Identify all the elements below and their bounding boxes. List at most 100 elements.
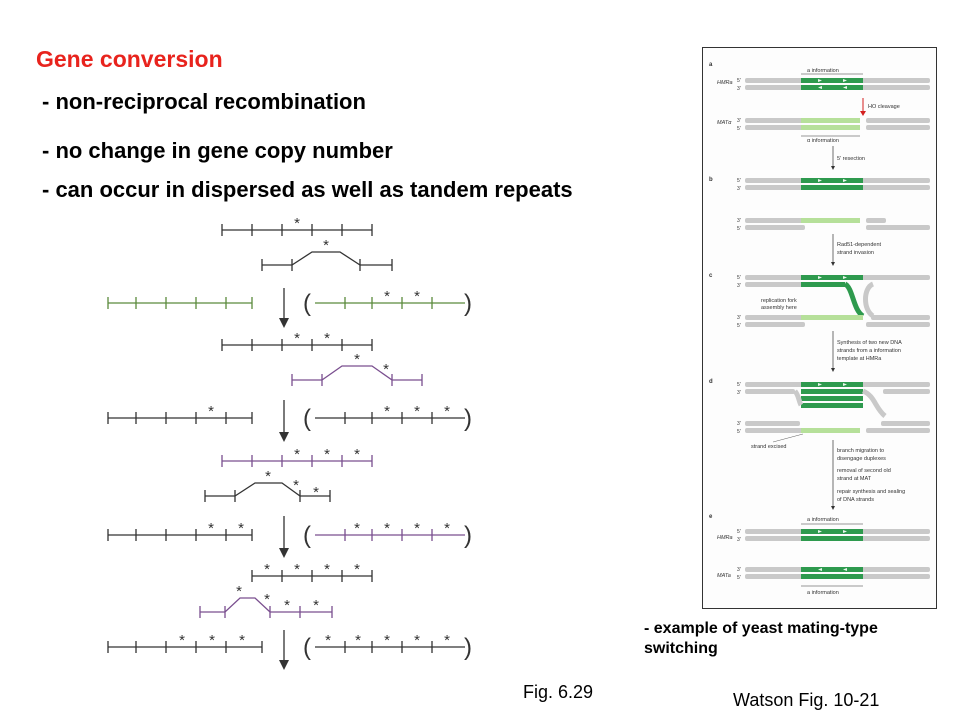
panel-label-e: e [709, 514, 713, 520]
repeat-array-7 [251, 570, 373, 582]
svg-text:3': 3' [737, 86, 741, 92]
svg-text:5': 5' [737, 275, 741, 281]
mark: * [294, 561, 300, 578]
mark: * [354, 561, 360, 578]
bracket-open-2: ( [303, 405, 311, 432]
mark: * [293, 477, 299, 494]
mark: * [313, 597, 319, 614]
mark: * [354, 446, 360, 463]
svg-text:a information: a information [807, 68, 839, 74]
mark: * [264, 561, 270, 578]
svg-text:HMRa: HMRa [717, 535, 733, 541]
bullet-copy-number: - no change in gene copy number [42, 138, 393, 163]
svg-text:strands from a information: strands from a information [837, 348, 901, 354]
svg-text:3': 3' [737, 283, 741, 289]
svg-text:3': 3' [737, 390, 741, 396]
mark: * [354, 351, 360, 368]
mark: * [284, 597, 290, 614]
repeat-array-8-left [107, 641, 263, 653]
mark: * [444, 403, 450, 420]
repeat-array-8-right [315, 641, 465, 653]
svg-text:strand invasion: strand invasion [837, 250, 874, 256]
mark: * [294, 330, 300, 347]
repeat-array-2-left [107, 297, 253, 309]
mark: * [294, 446, 300, 463]
bracket-open-3: ( [303, 522, 311, 549]
figure-reference-right: Watson Fig. 10-21 [733, 690, 880, 710]
mark: * [313, 484, 319, 501]
repeat-array-3 [221, 339, 373, 351]
svg-text:5': 5' [737, 226, 741, 232]
svg-text:MATα: MATα [717, 120, 732, 126]
svg-text:HMRa: HMRa [717, 80, 733, 86]
svg-text:repair synthesis and sealing: repair synthesis and sealing [837, 489, 905, 495]
svg-text:3': 3' [737, 186, 741, 192]
svg-text:MATa: MATa [717, 573, 731, 579]
svg-text:5': 5' [737, 575, 741, 581]
side-caption-line1: - example of yeast mating-type [644, 620, 878, 637]
mark: * [236, 583, 242, 600]
mark: * [324, 446, 330, 463]
mark: * [208, 520, 214, 537]
panel-b: 5' 3' 3' 5' [737, 178, 930, 232]
mark: * [414, 288, 420, 305]
bracket-close-1: ) [464, 290, 472, 317]
svg-text:5': 5' [737, 323, 741, 329]
mark: * [384, 403, 390, 420]
repeat-array-2-right [315, 297, 465, 309]
svg-text:5': 5' [737, 382, 741, 388]
svg-text:replication fork: replication fork [761, 298, 797, 304]
bracket-close-3: ) [464, 522, 472, 549]
bullet-dispersed-tandem: - can occur in dispersed as well as tand… [42, 177, 573, 202]
mark: * [384, 520, 390, 537]
panel-label-c: c [709, 273, 713, 279]
side-caption: - example of yeast mating-type switching [644, 619, 878, 659]
svg-text:α information: α information [807, 138, 839, 144]
mark: * [324, 330, 330, 347]
mark: * [354, 520, 360, 537]
svg-text:3': 3' [737, 567, 741, 573]
figure-reference-left: Fig. 6.29 [523, 682, 594, 702]
svg-text:a information: a information [807, 517, 839, 523]
mark: * [238, 520, 244, 537]
svg-text:3': 3' [737, 421, 741, 427]
mark: * [179, 632, 185, 649]
panel-e: a information HMRa 5' 3' MATa 3' 5' a in… [717, 517, 930, 596]
mark: * [323, 237, 329, 254]
mark: * [209, 632, 215, 649]
panel-d: 5' 3' 3' 5' strand excised [737, 382, 930, 450]
svg-text:Synthesis of two new DNA: Synthesis of two new DNA [837, 340, 902, 346]
svg-text:a information: a information [807, 590, 839, 596]
svg-text:HO cleavage: HO cleavage [868, 104, 900, 110]
mark: * [265, 468, 271, 485]
mark: * [414, 403, 420, 420]
mark: * [414, 632, 420, 649]
svg-text:strand at MAT: strand at MAT [837, 476, 872, 482]
svg-text:branch migration to: branch migration to [837, 448, 884, 454]
panel-label-b: b [709, 177, 713, 183]
repeat-array-4-left [107, 412, 253, 424]
bullet-non-reciprocal: - non-reciprocal recombination [42, 89, 366, 114]
svg-text:3': 3' [737, 315, 741, 321]
mark: * [414, 520, 420, 537]
panel-a: HMRa 5' 3' a information MATα 3' 5' HO c… [717, 68, 930, 144]
mark: * [208, 403, 214, 420]
panel-c: 5' 3' replication fork assembly here 3' … [737, 275, 930, 329]
repeat-array-6-right [315, 529, 465, 541]
bracket-open-1: ( [303, 290, 311, 317]
mark: * [355, 632, 361, 649]
svg-text:Rad51-dependent: Rad51-dependent [837, 242, 882, 248]
repeat-array-1 [221, 224, 373, 236]
svg-text:5' resection: 5' resection [837, 156, 865, 162]
mark: * [384, 288, 390, 305]
svg-text:3': 3' [737, 118, 741, 124]
heteroduplex-loop-2 [291, 365, 423, 386]
bracket-open-4: ( [303, 634, 311, 661]
svg-text:strand excised: strand excised [751, 444, 786, 450]
svg-text:5': 5' [737, 529, 741, 535]
svg-text:3': 3' [737, 218, 741, 224]
mark: * [264, 591, 270, 608]
svg-text:template at HMRa: template at HMRa [837, 356, 882, 362]
svg-text:removal of second old: removal of second old [837, 468, 891, 474]
mark: * [324, 561, 330, 578]
